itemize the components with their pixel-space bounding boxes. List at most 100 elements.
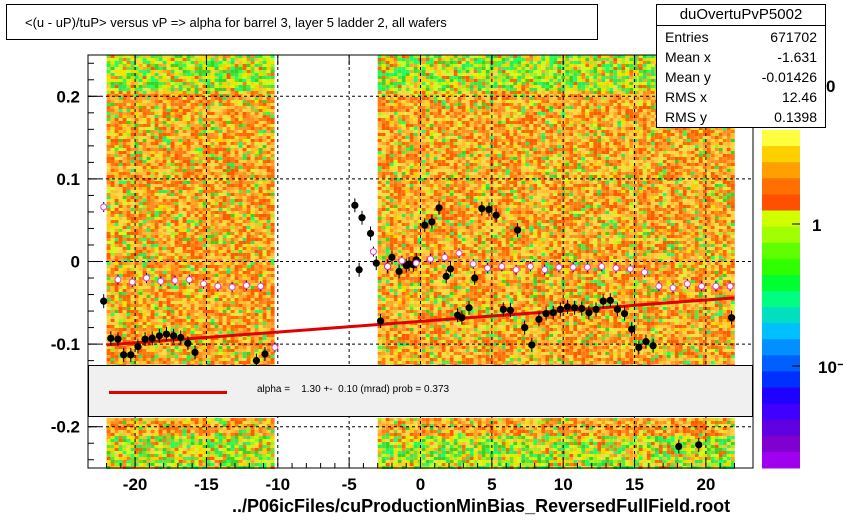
- heatmap-cell: [138, 124, 143, 127]
- heatmap-cell: [166, 103, 171, 106]
- heatmap-cell: [206, 442, 211, 445]
- heatmap-cell: [210, 253, 215, 256]
- heatmap-cell: [162, 217, 167, 220]
- heatmap-cell: [234, 247, 239, 250]
- heatmap-cell: [218, 214, 223, 217]
- heatmap-cell: [270, 67, 275, 70]
- heatmap-cell: [218, 100, 223, 103]
- heatmap-cell: [178, 244, 183, 247]
- heatmap-cell: [166, 286, 171, 289]
- heatmap-cell: [146, 145, 151, 148]
- heatmap-cell: [174, 133, 179, 136]
- heatmap-cell: [134, 142, 139, 145]
- heatmap-cell: [178, 319, 183, 322]
- heatmap-cell: [146, 358, 151, 361]
- heatmap-cell: [206, 250, 211, 253]
- heatmap-cell: [182, 226, 187, 229]
- heatmap-cell: [198, 346, 203, 349]
- heatmap-cell: [158, 106, 163, 109]
- heatmap-cell: [114, 292, 119, 295]
- heatmap-cell: [198, 436, 203, 439]
- heatmap-cell: [130, 217, 135, 220]
- heatmap-cell: [182, 85, 187, 88]
- heatmap-cell: [126, 61, 131, 64]
- heatmap-cell: [142, 304, 147, 307]
- heatmap-cell: [242, 340, 247, 343]
- heatmap-cell: [122, 64, 127, 67]
- heatmap-cell: [198, 442, 203, 445]
- heatmap-cell: [226, 280, 231, 283]
- heatmap-cell: [262, 256, 267, 259]
- heatmap-cell: [138, 70, 143, 73]
- heatmap-cell: [174, 100, 179, 103]
- heatmap-cell: [254, 250, 259, 253]
- heatmap-cell: [270, 58, 275, 61]
- heatmap-cell: [182, 262, 187, 265]
- heatmap-cell: [138, 295, 143, 298]
- heatmap-cell: [234, 331, 239, 334]
- heatmap-cell: [182, 439, 187, 442]
- heatmap-cell: [134, 166, 139, 169]
- heatmap-cell: [126, 70, 131, 73]
- heatmap-cell: [250, 70, 255, 73]
- heatmap-cell: [266, 64, 271, 67]
- heatmap-cell: [106, 136, 111, 139]
- heatmap-cell: [122, 436, 127, 439]
- heatmap-cell: [158, 178, 163, 181]
- heatmap-cell: [270, 163, 275, 166]
- heatmap-cell: [262, 55, 267, 58]
- heatmap-cell: [122, 115, 127, 118]
- heatmap-cell: [118, 88, 123, 91]
- heatmap-cell: [130, 178, 135, 181]
- heatmap-cell: [214, 211, 219, 214]
- heatmap-cell: [138, 58, 143, 61]
- heatmap-cell: [114, 88, 119, 91]
- heatmap-cell: [206, 307, 211, 310]
- heatmap-cell: [234, 292, 239, 295]
- heatmap-cell: [238, 181, 243, 184]
- heatmap-cell: [174, 319, 179, 322]
- heatmap-cell: [130, 289, 135, 292]
- heatmap-cell: [126, 190, 131, 193]
- heatmap-cell: [214, 142, 219, 145]
- heatmap-cell: [110, 331, 115, 334]
- heatmap-cell: [174, 298, 179, 301]
- heatmap-cell: [234, 424, 239, 427]
- heatmap-cell: [254, 301, 259, 304]
- heatmap-cell: [198, 235, 203, 238]
- heatmap-cell: [174, 340, 179, 343]
- heatmap-cell: [198, 79, 203, 82]
- heatmap-cell: [222, 79, 227, 82]
- heatmap-cell: [130, 190, 135, 193]
- heatmap-cell: [162, 214, 167, 217]
- heatmap-cell: [262, 232, 267, 235]
- heatmap-cell: [110, 328, 115, 331]
- heatmap-cell: [138, 220, 143, 223]
- heatmap-cell: [222, 115, 227, 118]
- heatmap-cell: [222, 109, 227, 112]
- heatmap-cell: [190, 118, 195, 121]
- heatmap-cell: [166, 256, 171, 259]
- heatmap-cell: [262, 148, 267, 151]
- heatmap-cell: [226, 244, 231, 247]
- heatmap-cell: [162, 133, 167, 136]
- heatmap-cell: [222, 463, 227, 466]
- heatmap-cell: [158, 427, 163, 430]
- heatmap-cell: [226, 94, 231, 97]
- heatmap-cell: [214, 346, 219, 349]
- heatmap-cell: [234, 421, 239, 424]
- heatmap-cell: [202, 448, 207, 451]
- heatmap-cell: [214, 148, 219, 151]
- heatmap-cell: [210, 169, 215, 172]
- heatmap-cell: [142, 223, 147, 226]
- heatmap-cell: [206, 310, 211, 313]
- heatmap-cell: [178, 124, 183, 127]
- heatmap-cell: [218, 70, 223, 73]
- heatmap-cell: [242, 151, 247, 154]
- heatmap-cell: [238, 67, 243, 70]
- heatmap-cell: [130, 82, 135, 85]
- heatmap-cell: [262, 301, 267, 304]
- heatmap-cell: [250, 124, 255, 127]
- heatmap-cell: [210, 226, 215, 229]
- heatmap-cell: [222, 454, 227, 457]
